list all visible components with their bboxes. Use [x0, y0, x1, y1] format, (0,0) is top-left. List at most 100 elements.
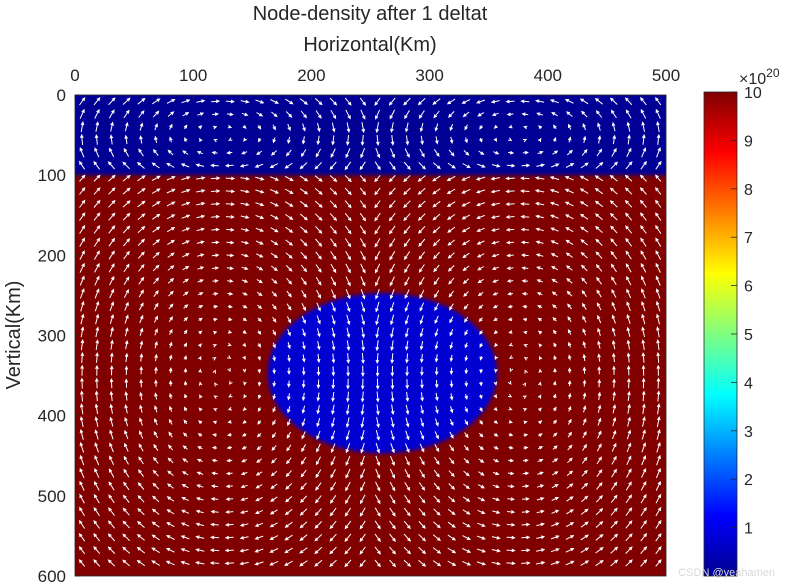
velocity-arrow	[403, 187, 411, 196]
velocity-arrow	[225, 99, 235, 104]
velocity-arrow	[493, 137, 498, 142]
velocity-arrow	[434, 290, 440, 299]
velocity-arrow	[389, 494, 396, 505]
velocity-arrow	[241, 240, 250, 245]
velocity-arrow	[152, 469, 159, 477]
velocity-arrow	[448, 483, 456, 490]
velocity-arrow	[317, 122, 321, 133]
velocity-arrow	[124, 301, 129, 311]
velocity-arrow	[344, 238, 352, 248]
velocity-arrow	[625, 161, 633, 170]
velocity-arrow	[418, 546, 427, 555]
velocity-arrow	[137, 508, 145, 516]
velocity-arrow	[535, 548, 546, 552]
velocity-arrow	[447, 521, 456, 528]
velocity-arrow	[344, 187, 352, 196]
velocity-arrow	[330, 481, 337, 492]
velocity-arrow	[390, 122, 394, 133]
velocity-arrow	[389, 546, 397, 555]
velocity-arrow	[360, 378, 365, 390]
velocity-arrow	[490, 189, 500, 194]
velocity-arrow	[565, 560, 575, 566]
velocity-arrow	[581, 482, 589, 490]
velocity-arrow	[565, 265, 573, 271]
velocity-arrow	[419, 276, 425, 286]
velocity-arrow	[198, 407, 203, 412]
velocity-arrow	[152, 201, 161, 207]
velocity-arrow	[580, 239, 589, 246]
velocity-arrow	[314, 559, 323, 567]
velocity-arrow	[567, 136, 572, 143]
velocity-arrow	[404, 263, 410, 274]
velocity-arrow	[196, 484, 204, 488]
velocity-arrow	[211, 214, 221, 219]
velocity-arrow	[390, 404, 395, 416]
velocity-arrow	[254, 561, 264, 566]
velocity-arrow	[374, 250, 381, 261]
velocity-arrow	[80, 326, 85, 338]
velocity-arrow	[360, 109, 366, 120]
velocity-arrow	[224, 522, 234, 527]
velocity-arrow	[109, 390, 114, 401]
velocity-arrow	[181, 471, 189, 476]
velocity-arrow	[315, 264, 322, 273]
velocity-arrow	[432, 162, 441, 170]
velocity-arrow	[550, 535, 560, 540]
velocity-arrow	[405, 353, 409, 364]
velocity-arrow	[641, 455, 647, 466]
velocity-arrow	[405, 417, 410, 428]
velocity-arrow	[611, 442, 617, 452]
velocity-arrow	[655, 237, 662, 247]
velocity-arrow	[285, 98, 294, 105]
velocity-arrow	[287, 367, 291, 375]
velocity-arrow	[522, 330, 528, 335]
velocity-arrow	[360, 301, 366, 313]
velocity-arrow	[152, 251, 160, 259]
velocity-arrow	[375, 455, 381, 467]
velocity-arrow	[122, 212, 131, 221]
velocity-arrow	[168, 354, 173, 361]
velocity-arrow	[581, 149, 588, 156]
velocity-arrow	[477, 266, 485, 271]
velocity-arrow	[390, 365, 395, 377]
velocity-arrow	[79, 187, 86, 195]
velocity-arrow	[316, 341, 321, 351]
velocity-arrow	[109, 275, 115, 286]
velocity-arrow	[508, 150, 515, 155]
velocity-arrow	[582, 353, 587, 362]
velocity-arrow	[447, 508, 456, 516]
velocity-arrow	[626, 147, 632, 158]
velocity-arrow	[79, 493, 85, 504]
velocity-arrow	[641, 442, 646, 453]
velocity-arrow	[609, 212, 618, 221]
plot-area	[75, 95, 666, 576]
velocity-arrow	[568, 341, 572, 348]
velocity-arrow	[520, 253, 529, 258]
velocity-arrow	[506, 266, 514, 271]
velocity-arrow	[272, 342, 276, 349]
velocity-arrow	[361, 365, 365, 377]
velocity-arrow	[122, 546, 131, 554]
velocity-arrow	[254, 522, 264, 527]
velocity-arrow	[286, 290, 292, 298]
velocity-arrow	[565, 227, 574, 233]
velocity-arrow	[626, 468, 632, 478]
velocity-arrow	[552, 380, 557, 386]
velocity-arrow	[124, 352, 129, 363]
velocity-arrow	[137, 200, 146, 208]
velocity-arrow	[551, 471, 559, 476]
velocity-arrow	[210, 189, 221, 193]
velocity-arrow	[404, 443, 410, 454]
velocity-arrow	[627, 134, 631, 145]
velocity-arrow	[270, 214, 279, 220]
velocity-arrow	[257, 381, 262, 387]
velocity-arrow	[272, 329, 276, 336]
velocity-arrow	[420, 417, 425, 428]
y-tick-label: 300	[38, 327, 66, 346]
velocity-arrow	[344, 507, 352, 517]
velocity-arrow	[198, 125, 203, 130]
velocity-arrow	[137, 238, 146, 246]
velocity-arrow	[389, 263, 396, 274]
velocity-arrow	[597, 430, 602, 439]
velocity-arrow	[199, 394, 203, 399]
